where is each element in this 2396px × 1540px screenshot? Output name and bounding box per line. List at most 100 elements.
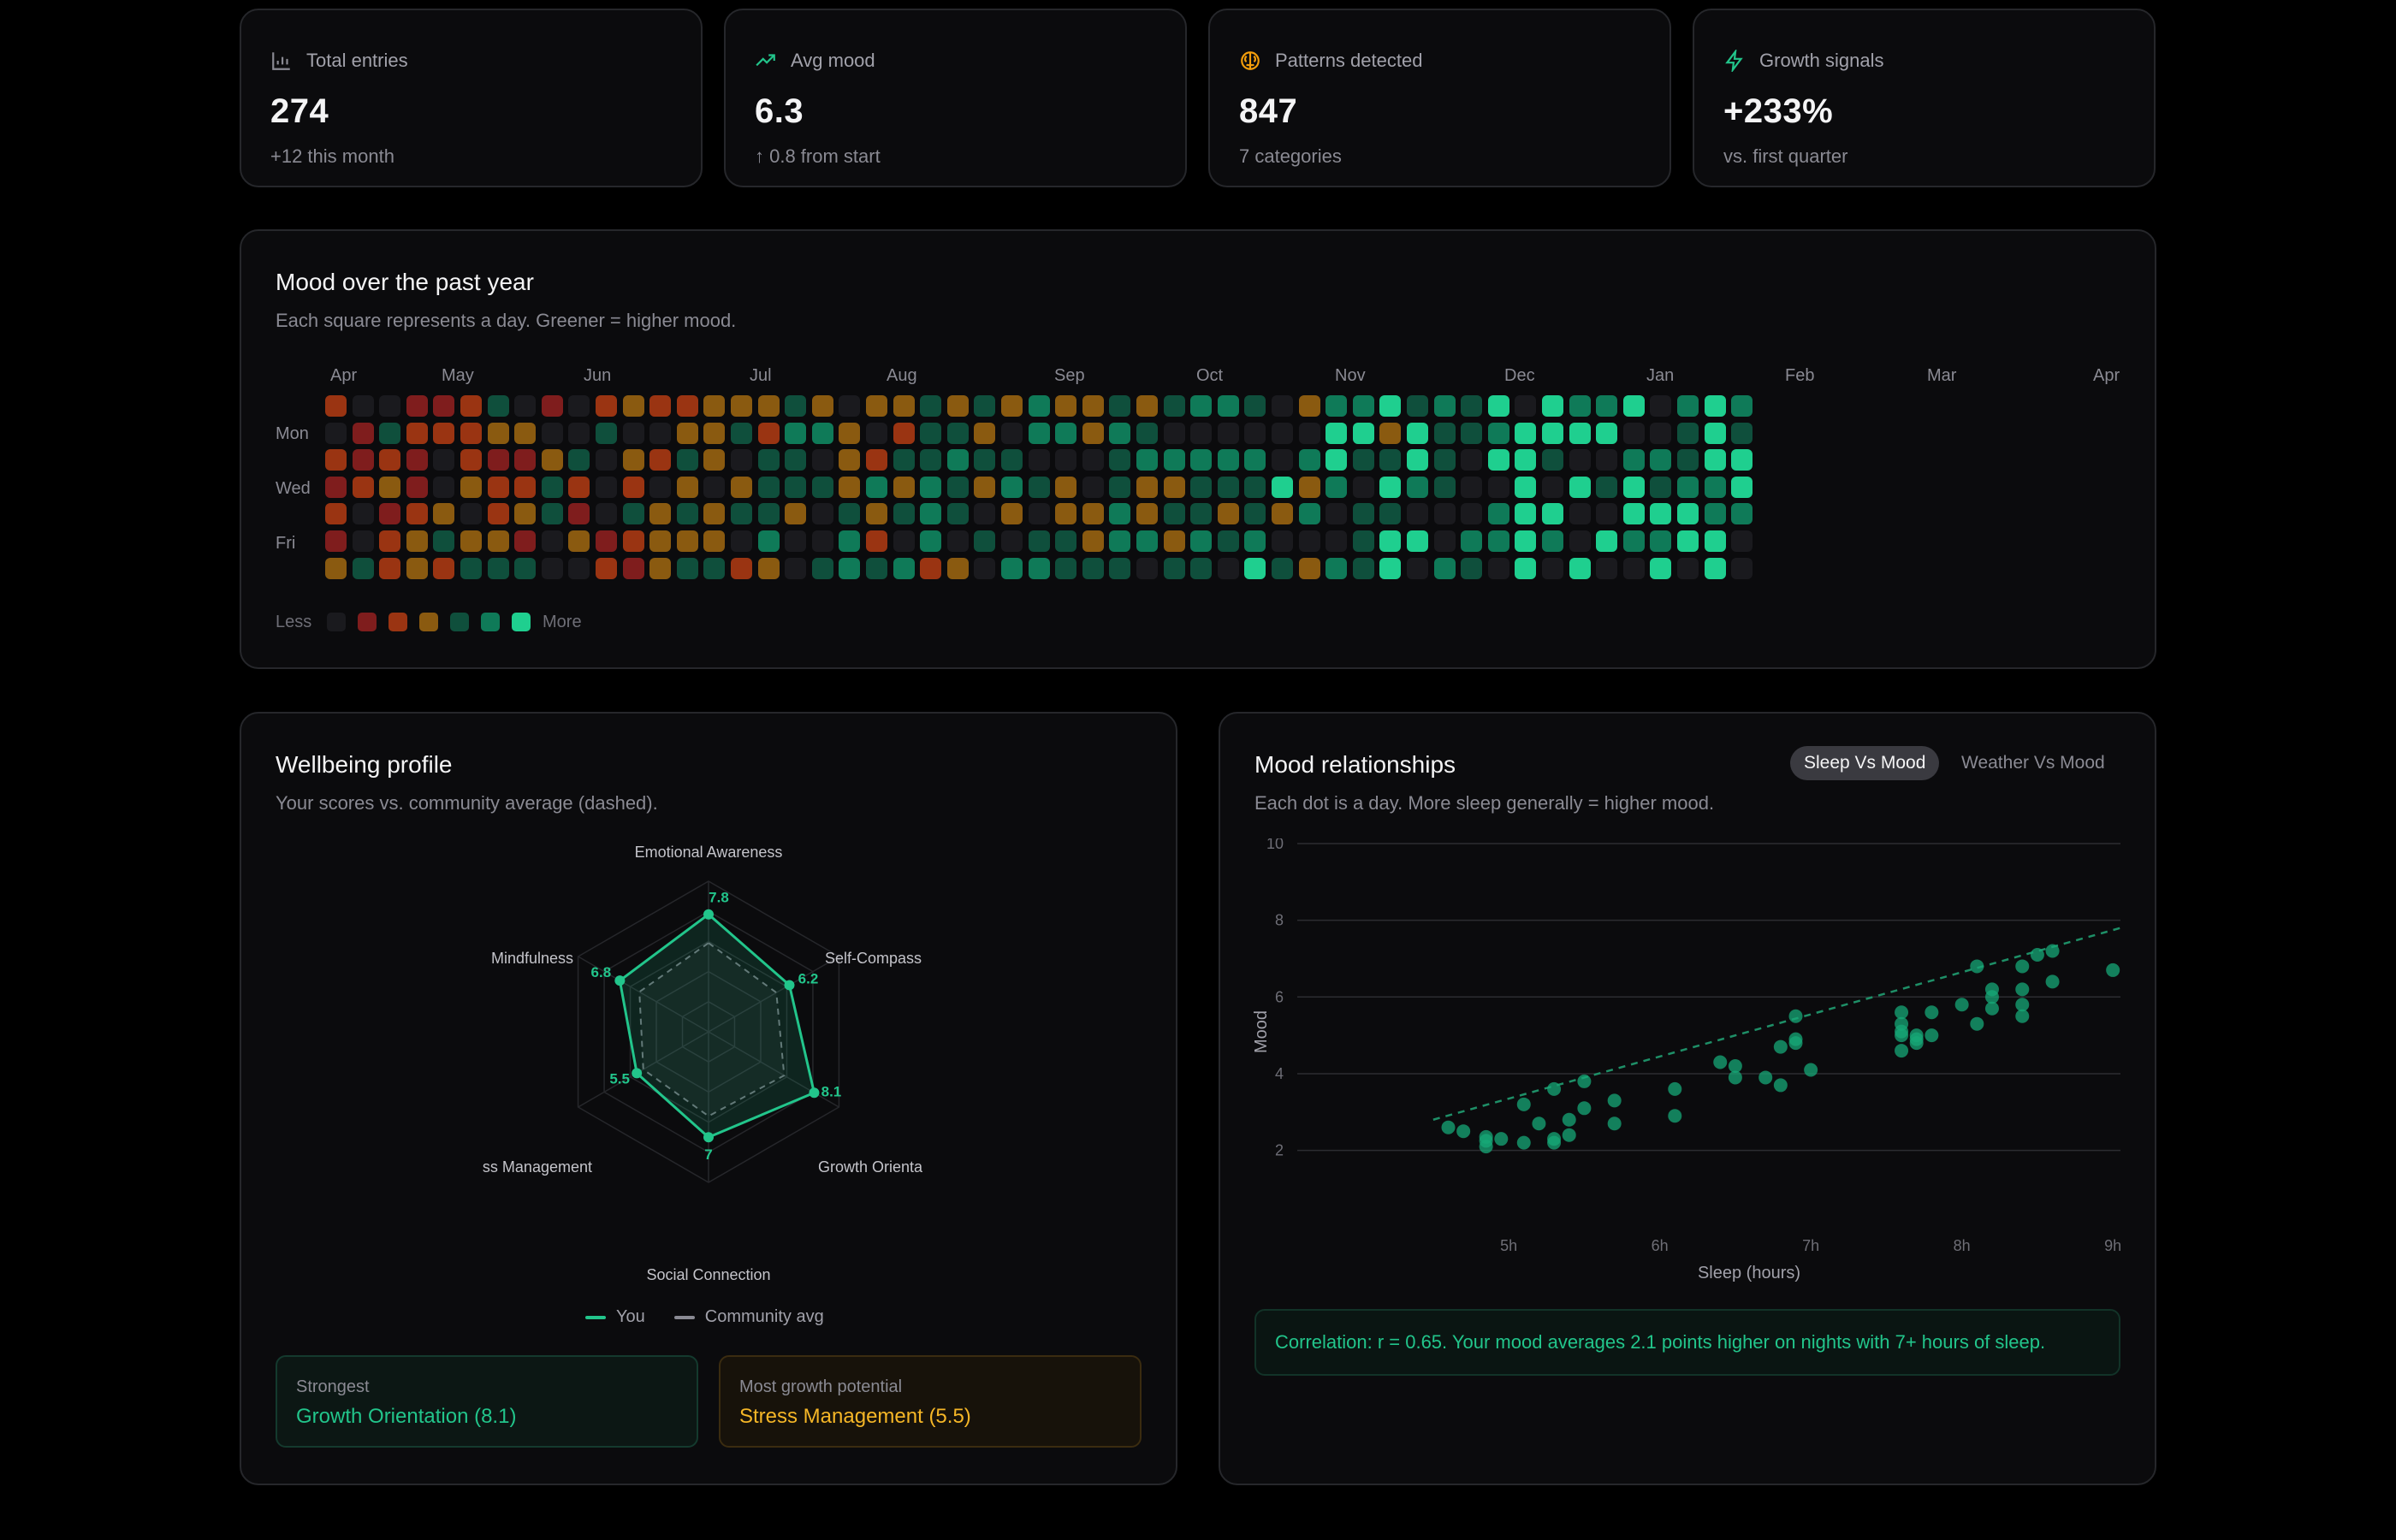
day-square [487, 449, 509, 471]
day-square [839, 557, 861, 579]
day-square [1190, 503, 1213, 525]
day-square [1326, 449, 1348, 471]
scatter-point [1970, 959, 1984, 974]
day-square [514, 557, 537, 579]
day-square [1163, 476, 1185, 498]
day-square [974, 530, 996, 552]
scatter-point [1668, 1081, 1682, 1096]
day-square [811, 422, 833, 444]
day-square [1379, 476, 1402, 498]
you-point [703, 1132, 714, 1143]
day-square [1622, 395, 1645, 417]
month-label: Feb [1785, 366, 1815, 385]
scatter-point [1925, 1005, 1939, 1020]
day-square [1082, 530, 1104, 552]
day-square [1461, 422, 1483, 444]
day-square [352, 530, 374, 552]
day-square [839, 530, 861, 552]
day-square [1731, 422, 1753, 444]
day-square [1731, 449, 1753, 471]
day-square [757, 476, 780, 498]
day-square [1596, 422, 1618, 444]
day-square [568, 557, 590, 579]
stat-card-avg-mood: Avg mood 6.3 ↑ 0.8 from start [724, 9, 1187, 187]
day-square [1433, 422, 1456, 444]
radar-axis-label: Growth Orienta [818, 1158, 923, 1176]
day-square [866, 422, 887, 444]
radar-axis-line [578, 1031, 709, 1108]
correlation-text: Correlation: r = 0.65. Your mood average… [1275, 1331, 2046, 1353]
scatter-point [1758, 1070, 1773, 1085]
day-square [811, 503, 833, 525]
day-square [676, 530, 698, 552]
bar-chart-icon [272, 52, 290, 70]
day-square [811, 530, 833, 552]
legend-swatch [388, 613, 407, 631]
day-square [1433, 449, 1456, 471]
scatter-point [1909, 1036, 1924, 1051]
strongest-value: Growth Orientation (8.1) [296, 1405, 517, 1428]
day-square [568, 422, 590, 444]
mood-heatmap-card [240, 229, 2156, 669]
day-square [1190, 449, 1213, 471]
day-square [811, 557, 833, 579]
day-square [1082, 449, 1104, 471]
month-label: Sep [1054, 366, 1085, 385]
day-square [1028, 422, 1050, 444]
day-square [974, 449, 996, 471]
y-tick-label: 4 [1275, 1065, 1284, 1082]
day-square [1352, 557, 1374, 579]
month-label: Oct [1196, 366, 1224, 385]
scatter-point [1895, 1044, 1909, 1058]
lightning-icon [1725, 50, 1743, 72]
day-square [757, 449, 780, 471]
day-square [1569, 503, 1591, 525]
day-square [460, 449, 482, 471]
day-square [839, 503, 861, 525]
day-square [1190, 422, 1213, 444]
day-square [946, 449, 969, 471]
growth-potential-callout: Most growth potential Stress Management … [719, 1355, 1142, 1448]
day-square [1487, 449, 1509, 471]
day-square [703, 449, 726, 471]
correlation-callout: Correlation: r = 0.65. Your mood average… [1254, 1309, 2120, 1376]
tab-weather-vs-mood[interactable]: Weather Vs Mood [1961, 753, 2105, 773]
day-square [487, 395, 509, 417]
day-square [1407, 449, 1428, 471]
day-square [1298, 422, 1320, 444]
day-square [1487, 476, 1509, 498]
day-square [1515, 530, 1537, 552]
scatter-point [2045, 974, 2060, 989]
day-square [1487, 503, 1509, 525]
day-square [433, 476, 455, 498]
scatter-point [1479, 1129, 1493, 1144]
day-square [757, 530, 780, 552]
day-square [1461, 476, 1483, 498]
day-square [1704, 395, 1726, 417]
day-square [1596, 476, 1618, 498]
day-square [1244, 449, 1266, 471]
y-axis-label: Mood [1252, 1010, 1271, 1053]
tab-sleep-vs-mood[interactable]: Sleep Vs Mood [1790, 746, 1940, 780]
day-square [406, 449, 428, 471]
day-square [1082, 395, 1104, 417]
day-square [379, 395, 401, 417]
day-square [325, 557, 347, 579]
day-square [1677, 530, 1699, 552]
day-square [433, 503, 455, 525]
scatter-point [2015, 959, 2030, 974]
day-square [757, 395, 780, 417]
radar-value-label: 7.8 [709, 890, 729, 906]
day-square [1731, 395, 1753, 417]
stat-sub: +12 this month [270, 145, 394, 167]
x-tick-label: 8h [1954, 1237, 1971, 1254]
legend-swatch [481, 613, 500, 631]
day-square [541, 557, 563, 579]
day-square [622, 530, 644, 552]
day-square [379, 422, 401, 444]
day-square [1352, 530, 1374, 552]
day-square [325, 530, 347, 552]
day-square [1542, 503, 1563, 525]
day-square [1731, 476, 1753, 498]
day-square [1569, 530, 1591, 552]
